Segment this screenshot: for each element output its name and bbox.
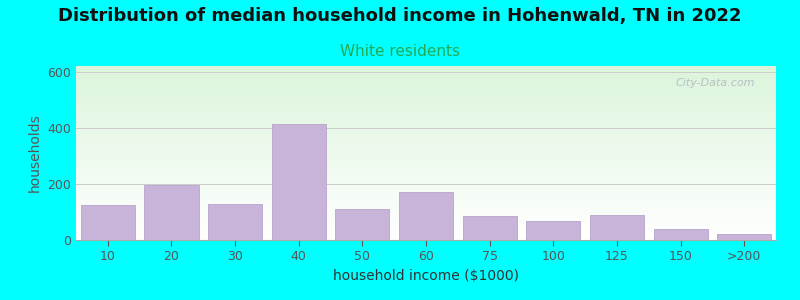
Bar — [208, 203, 262, 240]
Text: City-Data.com: City-Data.com — [675, 78, 755, 88]
Bar — [272, 124, 326, 240]
Bar — [590, 215, 644, 240]
Bar — [145, 185, 198, 240]
X-axis label: household income ($1000): household income ($1000) — [333, 269, 519, 283]
Bar — [462, 216, 517, 240]
Bar — [654, 229, 707, 240]
Bar — [399, 192, 453, 240]
Bar — [717, 234, 771, 240]
Text: Distribution of median household income in Hohenwald, TN in 2022: Distribution of median household income … — [58, 8, 742, 26]
Y-axis label: households: households — [28, 114, 42, 192]
Bar — [335, 209, 390, 240]
Bar — [81, 205, 135, 240]
Text: White residents: White residents — [340, 44, 460, 59]
Bar — [526, 221, 580, 240]
